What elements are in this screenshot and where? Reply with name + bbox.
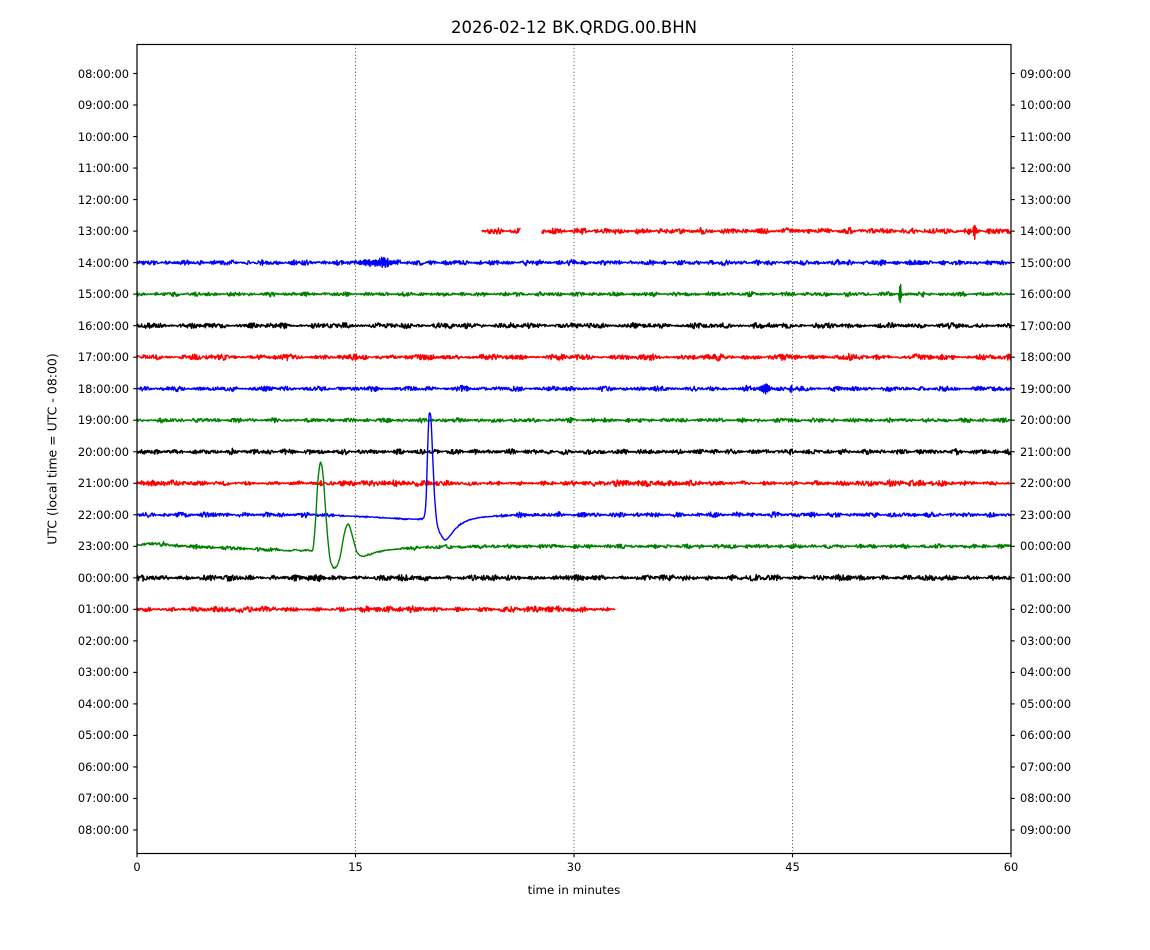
utc-time-label: 16:00:00 [77,318,129,333]
minutes-tick-label: 15 [348,860,363,874]
local-time-label: 01:00:00 [1020,570,1072,585]
utc-time-label: 18:00:00 [77,381,129,396]
utc-time-label: 07:00:00 [77,791,129,806]
local-time-label: 02:00:00 [1020,602,1072,617]
minutes-tick-label: 60 [1003,860,1019,874]
minutes-tick-label: 30 [566,860,582,874]
local-time-label: 03:00:00 [1020,633,1072,648]
utc-time-label: 12:00:00 [77,192,129,207]
utc-time-label: 08:00:00 [77,66,129,81]
utc-time-label: 17:00:00 [77,350,129,365]
seismogram-trace-15:00:00 [136,283,1012,304]
utc-time-label: 20:00:00 [77,444,129,459]
utc-time-label: 21:00:00 [77,476,129,491]
utc-time-label: 03:00:00 [77,665,129,680]
utc-time-label: 06:00:00 [77,759,129,774]
utc-time-label: 19:00:00 [77,413,129,428]
local-time-label: 21:00:00 [1020,444,1072,459]
utc-time-label: 02:00:00 [77,633,129,648]
utc-time-label: 14:00:00 [77,255,129,270]
local-time-label: 09:00:00 [1020,66,1072,81]
utc-time-label: 05:00:00 [77,728,129,743]
local-time-label: 20:00:00 [1020,413,1072,428]
seismogram-trace-01:00:00 [136,605,616,614]
seismogram-trace-19:00:00 [136,416,1012,424]
plot-title: 2026-02-12 BK.QRDG.00.BHN [450,18,698,37]
utc-time-label: 08:00:00 [77,822,129,837]
utc-time-label: 00:00:00 [77,570,129,585]
local-time-label: 23:00:00 [1020,507,1072,522]
local-time-label: 14:00:00 [1020,224,1072,239]
local-time-label: 00:00:00 [1020,539,1072,554]
seismogram-trace-20:00:00 [136,447,1012,456]
utc-time-label: 11:00:00 [77,161,129,176]
local-time-label: 08:00:00 [1020,791,1072,806]
local-time-label: 13:00:00 [1020,192,1072,207]
local-time-label: 09:00:00 [1020,822,1072,837]
local-time-label: 22:00:00 [1020,476,1072,491]
utc-time-label: 04:00:00 [77,696,129,711]
utc-time-label: 15:00:00 [77,287,129,302]
local-time-label: 07:00:00 [1020,759,1072,774]
seismogram-trace-22:00:00 [136,412,1012,541]
local-time-label: 06:00:00 [1020,728,1072,743]
seismogram-trace-13:00:00 [541,224,1012,240]
local-time-label: 16:00:00 [1020,287,1072,302]
local-time-label: 11:00:00 [1020,129,1072,144]
utc-time-label: 10:00:00 [77,129,129,144]
seismogram-trace-21:00:00 [136,479,1012,488]
seismogram-trace-16:00:00 [136,321,1012,330]
local-time-label: 19:00:00 [1020,381,1072,396]
plot-border [136,43,1012,855]
minutes-tick-label: 45 [785,860,800,874]
utc-time-label: 09:00:00 [77,98,129,113]
local-time-label: 18:00:00 [1020,350,1072,365]
utc-time-label: 23:00:00 [77,539,129,554]
local-time-label: 05:00:00 [1020,696,1072,711]
local-time-label: 15:00:00 [1020,255,1072,270]
seismogram-trace-13:00:00 [481,227,521,235]
minutes-tick-label: 0 [133,860,141,874]
utc-time-label: 13:00:00 [77,224,129,239]
local-time-label: 17:00:00 [1020,318,1072,333]
local-time-label: 10:00:00 [1020,98,1072,113]
seismogram-trace-18:00:00 [136,383,1012,395]
seismogram-trace-00:00:00 [136,573,1012,583]
local-time-label: 04:00:00 [1020,665,1072,680]
seismogram-trace-14:00:00 [136,256,1012,268]
utc-time-label: 01:00:00 [77,602,129,617]
seismogram-trace-23:00:00 [136,461,1012,569]
utc-time-label: 22:00:00 [77,507,129,522]
seismogram-trace-17:00:00 [136,352,1012,362]
x-axis-label: time in minutes [527,883,621,897]
local-time-label: 12:00:00 [1020,161,1072,176]
